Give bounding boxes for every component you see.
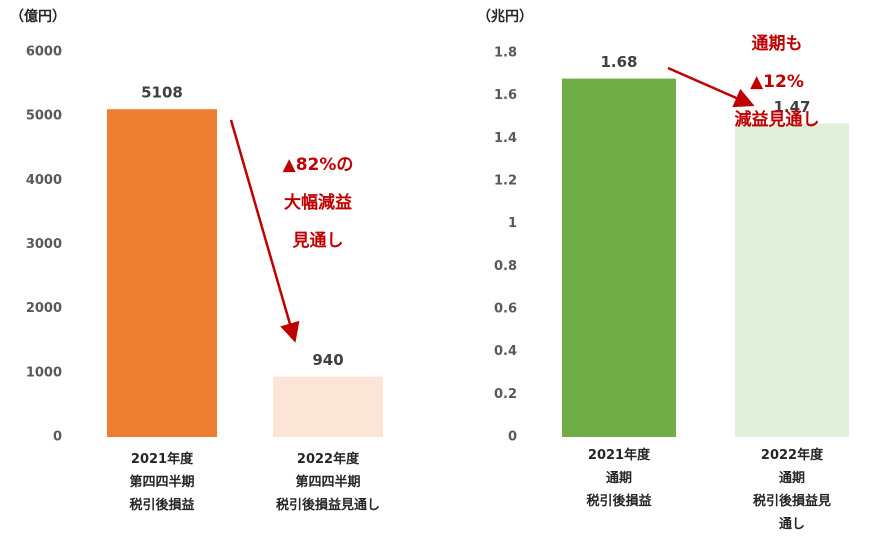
bar — [107, 109, 217, 437]
y-tick-label: 1.8 — [494, 46, 517, 61]
bar — [735, 123, 849, 438]
arrow — [667, 66, 755, 108]
value-label: 1.68 — [600, 53, 637, 71]
y-tick-label: 0.2 — [494, 387, 517, 402]
y-tick-label: 0.8 — [494, 259, 517, 274]
y-tick-label: 1.2 — [494, 174, 517, 189]
arrow — [229, 119, 300, 343]
x-tick-label: 2022年度 通期 税引後損益見通し — [753, 448, 832, 532]
annotation: 通期も▲12% 減益見通し — [734, 34, 820, 130]
value-label: 5108 — [141, 84, 183, 102]
bar — [562, 78, 676, 437]
y-tick-label: 1000 — [26, 365, 62, 380]
y-tick-label: 0 — [53, 430, 62, 445]
y-tick-label: 0.6 — [494, 302, 517, 317]
unit-label: （兆円） — [477, 9, 533, 25]
y-tick-label: 2000 — [26, 301, 62, 316]
unit-label: （億円） — [10, 9, 66, 25]
y-tick-label: 1 — [508, 216, 517, 231]
x-tick-label: 2022年度 第四四半期 税引後損益見通し — [275, 452, 381, 513]
y-tick-label: 4000 — [26, 173, 62, 188]
value-label: 1.47 — [773, 98, 810, 116]
bar — [273, 376, 383, 437]
y-tick-label: 1.6 — [494, 88, 517, 103]
y-tick-label: 0.4 — [494, 344, 517, 359]
y-tick-label: 6000 — [26, 45, 62, 60]
y-tick-label: 3000 — [26, 237, 62, 252]
y-tick-label: 1.4 — [494, 131, 517, 146]
annotation: ▲82%の 大幅減益 見通し — [282, 155, 354, 251]
y-tick-label: 0 — [508, 430, 517, 445]
x-tick-label: 2021年度 通期 税引後損益 — [586, 448, 652, 509]
x-tick-label: 2021年度 第四四半期 税引後損益 — [129, 452, 195, 513]
value-label: 940 — [312, 351, 343, 369]
y-tick-label: 5000 — [26, 109, 62, 124]
